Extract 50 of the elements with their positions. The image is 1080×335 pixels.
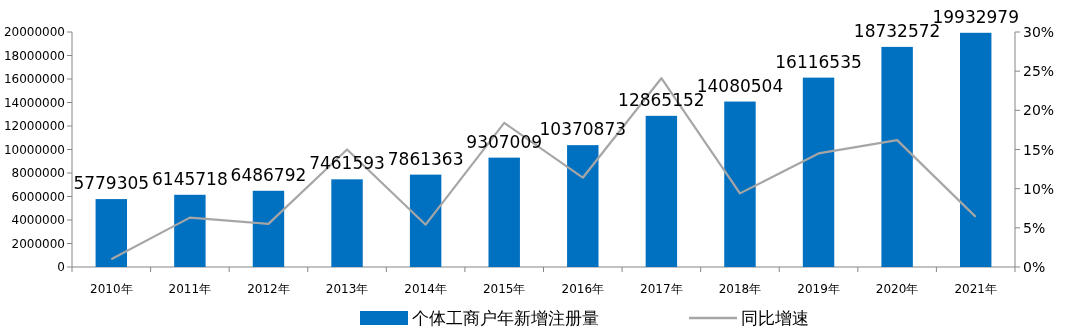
y2-tick-label: 15% [1023,141,1055,158]
y-tick-label: 4000000 [11,213,65,227]
y-tick-label: 8000000 [11,166,65,180]
bar [488,157,520,267]
x-tick-label: 2012年 [247,282,290,296]
bar [567,145,599,267]
bar [959,32,992,267]
data-label: 16116535 [775,51,862,72]
y-tick-label: 16000000 [3,72,65,86]
x-tick-label: 2013年 [325,282,369,296]
bar [724,101,756,267]
bar [331,179,363,267]
y2-tick-label: 0% [1023,259,1046,275]
y-tick-label: 18000000 [3,48,65,63]
bar [252,190,285,267]
legend-label: 个体工商户年新增注册量 [412,308,599,328]
x-tick-label: 2018年 [718,282,762,296]
y2-tick-label: 10% [1023,180,1055,197]
data-label: 6145718 [152,168,228,189]
legend-label: 同比增速 [741,308,809,328]
x-tick-label: 2014年 [404,282,447,296]
data-label: 7861363 [387,148,464,169]
y2-tick-label: 25% [1023,63,1055,80]
data-label: 7461593 [309,153,385,174]
y-tick-label: 2000000 [11,236,65,251]
bar [409,174,442,267]
y-tick-label: 14000000 [3,95,65,110]
bar [174,194,206,267]
y-tick-label: 6000000 [11,189,65,204]
y-tick-label: 0 [57,260,65,274]
x-tick-label: 2011年 [168,282,212,296]
x-tick-label: 2015年 [482,282,526,296]
bar [881,46,913,267]
data-label: 5779305 [73,173,150,194]
bar [802,77,835,267]
x-tick-label: 2020年 [875,282,919,296]
x-tick-label: 2017年 [640,282,683,296]
data-label: 6486792 [230,164,307,185]
y-tick-label: 20000000 [3,25,65,39]
bar [95,199,128,267]
y-tick-label: 12000000 [3,119,65,133]
y2-tick-label: 20% [1023,102,1055,119]
x-tick-label: 2010年 [90,282,133,296]
bar [645,115,678,267]
x-tick-label: 2019年 [797,282,840,296]
y2-tick-label: 30% [1023,24,1055,40]
x-tick-label: 2016年 [561,282,605,296]
y-tick-label: 10000000 [3,142,65,157]
y2-tick-label: 5% [1023,219,1046,236]
x-tick-label: 2021年 [954,282,997,296]
